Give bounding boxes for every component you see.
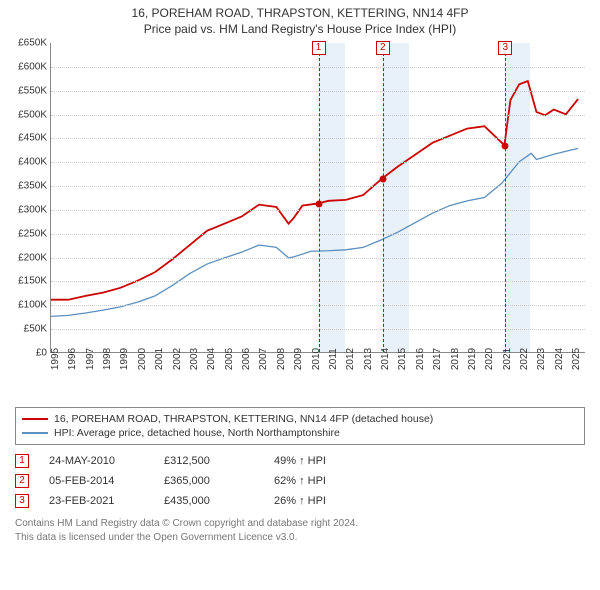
legend-row: 16, POREHAM ROAD, THRAPSTON, KETTERING, … (22, 412, 578, 426)
x-tick-label: 2017 (432, 348, 443, 370)
y-tick-label: £500K (18, 109, 47, 120)
x-tick-label: 1999 (119, 348, 130, 370)
sale-point (379, 175, 386, 182)
legend-row: HPI: Average price, detached house, Nort… (22, 426, 578, 440)
sale-point (502, 142, 509, 149)
events-table: 1 24-MAY-2010 £312,500 49% ↑ HPI 2 05-FEB-201… (15, 451, 585, 511)
event-date: 23-FEB-2021 (49, 495, 144, 507)
event-date: 05-FEB-2014 (49, 475, 144, 487)
event-row: 3 23-FEB-2021 £435,000 26% ↑ HPI (15, 491, 585, 511)
event-marker-box: 2 (376, 41, 390, 55)
x-tick-label: 2019 (467, 348, 478, 370)
event-number-box: 3 (15, 494, 29, 508)
x-tick-label: 2022 (519, 348, 530, 370)
event-marker-box: 3 (498, 41, 512, 55)
y-tick-label: £400K (18, 157, 47, 168)
x-tick-label: 2011 (328, 348, 339, 370)
x-tick-label: 2018 (450, 348, 461, 370)
x-tick-label: 2020 (484, 348, 495, 370)
legend-swatch (22, 432, 48, 434)
x-axis: 1995199619971998199920002001200220032004… (50, 353, 585, 403)
x-tick-label: 2015 (397, 348, 408, 370)
y-tick-label: £200K (18, 252, 47, 263)
x-tick-label: 2001 (154, 348, 165, 370)
y-tick-label: £350K (18, 181, 47, 192)
x-tick-label: 1998 (102, 348, 113, 370)
x-tick-label: 2000 (137, 348, 148, 370)
legend-label: HPI: Average price, detached house, Nort… (54, 427, 340, 439)
sale-point (315, 200, 322, 207)
footer-line-2: This data is licensed under the Open Gov… (15, 531, 585, 545)
x-tick-label: 2023 (536, 348, 547, 370)
event-row: 2 05-FEB-2014 £365,000 62% ↑ HPI (15, 471, 585, 491)
x-tick-label: 2008 (276, 348, 287, 370)
legend: 16, POREHAM ROAD, THRAPSTON, KETTERING, … (15, 407, 585, 445)
x-tick-label: 2014 (380, 348, 391, 370)
x-tick-label: 2010 (311, 348, 322, 370)
event-price: £312,500 (164, 455, 254, 467)
x-tick-label: 2007 (258, 348, 269, 370)
x-tick-label: 2025 (571, 348, 582, 370)
y-tick-label: £450K (18, 133, 47, 144)
x-tick-label: 2016 (415, 348, 426, 370)
event-marker-box: 1 (312, 41, 326, 55)
event-vline (505, 43, 506, 352)
y-tick-label: £0 (36, 348, 47, 359)
y-tick-label: £600K (18, 61, 47, 72)
event-row: 1 24-MAY-2010 £312,500 49% ↑ HPI (15, 451, 585, 471)
y-tick-label: £250K (18, 228, 47, 239)
x-tick-label: 1995 (50, 348, 61, 370)
series-hpi (51, 149, 578, 317)
y-axis: £0£50K£100K£150K£200K£250K£300K£350K£400… (5, 43, 50, 353)
chart-container: 16, POREHAM ROAD, THRAPSTON, KETTERING, … (0, 0, 600, 590)
x-tick-label: 1997 (85, 348, 96, 370)
event-price: £365,000 (164, 475, 254, 487)
event-pct: 49% ↑ HPI (274, 455, 364, 467)
title-sub: Price paid vs. HM Land Registry's House … (0, 22, 600, 36)
x-tick-label: 2012 (345, 348, 356, 370)
x-tick-label: 2013 (363, 348, 374, 370)
x-tick-label: 2021 (502, 348, 513, 370)
x-tick-label: 2005 (224, 348, 235, 370)
event-pct: 62% ↑ HPI (274, 475, 364, 487)
title-block: 16, POREHAM ROAD, THRAPSTON, KETTERING, … (0, 0, 600, 38)
plot-area: 1 2 3 (50, 43, 585, 353)
event-vline (383, 43, 384, 352)
y-tick-label: £650K (18, 38, 47, 49)
chart-area: £0 £50K £100K £150K £200K £250K £300K £350K £400… (5, 38, 595, 403)
legend-label: 16, POREHAM ROAD, THRAPSTON, KETTERING, … (54, 413, 433, 425)
y-tick-label: £550K (18, 85, 47, 96)
x-tick-label: 2002 (172, 348, 183, 370)
y-tick-label: £300K (18, 204, 47, 215)
event-number-box: 1 (15, 454, 29, 468)
footer: Contains HM Land Registry data © Crown c… (15, 517, 585, 544)
x-tick-label: 2004 (206, 348, 217, 370)
event-pct: 26% ↑ HPI (274, 495, 364, 507)
x-tick-label: 1996 (67, 348, 78, 370)
y-tick-label: £150K (18, 276, 47, 287)
x-tick-label: 2003 (189, 348, 200, 370)
y-tick-label: £100K (18, 300, 47, 311)
event-price: £435,000 (164, 495, 254, 507)
title-main: 16, POREHAM ROAD, THRAPSTON, KETTERING, … (0, 6, 600, 20)
event-number-box: 2 (15, 474, 29, 488)
event-date: 24-MAY-2010 (49, 455, 144, 467)
y-tick-label: £50K (24, 324, 47, 335)
x-tick-label: 2009 (293, 348, 304, 370)
event-vline (319, 43, 320, 352)
footer-line-1: Contains HM Land Registry data © Crown c… (15, 517, 585, 531)
x-tick-label: 2024 (554, 348, 565, 370)
x-tick-label: 2006 (241, 348, 252, 370)
legend-swatch (22, 418, 48, 420)
